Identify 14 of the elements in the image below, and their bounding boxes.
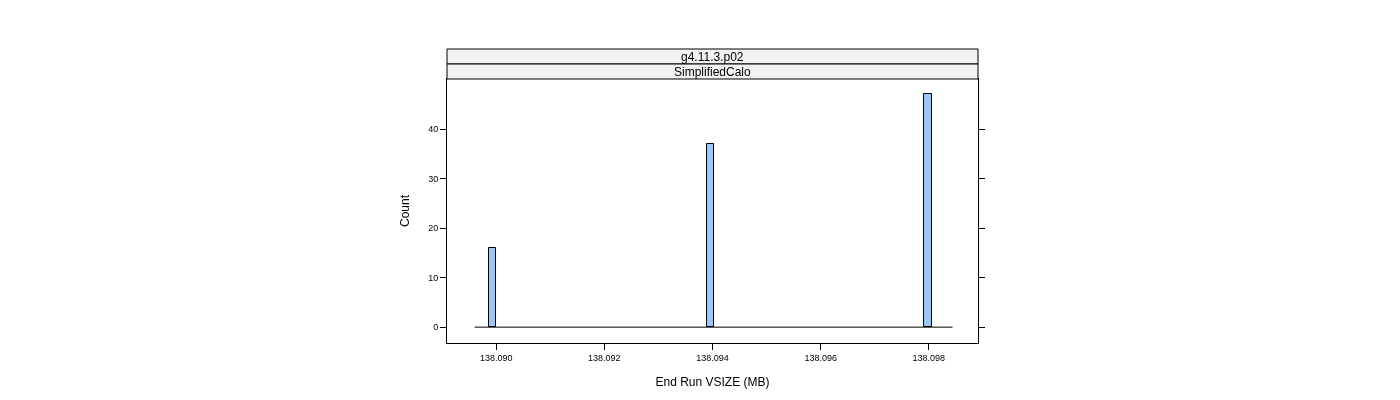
y-axis-title: Count [398,194,413,228]
x-tick-label: 138.094 [696,352,729,363]
y-tick-label: 40 [428,124,439,135]
chart-subtitle: SimplifiedCalo [674,65,752,79]
x-tick-label: 138.096 [804,352,837,363]
y-tick-label: 30 [428,173,439,184]
y-tick-label: 20 [428,223,439,234]
x-tick-label: 138.098 [912,352,946,363]
x-tick-label: 138.090 [479,352,513,363]
x-tick-label: 138.092 [588,352,621,363]
chart-title: g4.11.3.p02 [681,50,744,64]
y-tick-label: 0 [433,322,439,333]
y-tick-label: 10 [428,272,439,283]
x-axis-title: End Run VSIZE (MB) [655,374,770,389]
